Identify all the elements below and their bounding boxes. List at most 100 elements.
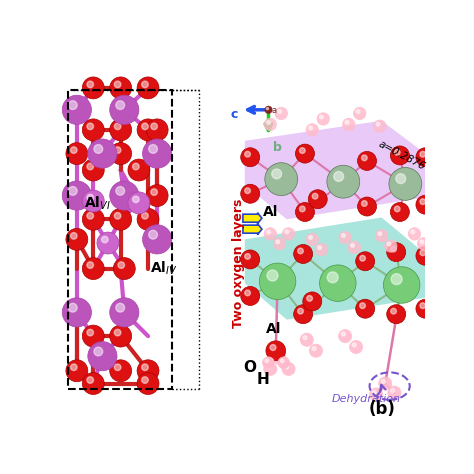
Circle shape — [408, 228, 420, 240]
Circle shape — [143, 225, 172, 254]
Circle shape — [87, 123, 93, 130]
Circle shape — [391, 146, 410, 165]
Circle shape — [146, 185, 168, 207]
Circle shape — [264, 118, 276, 131]
Circle shape — [151, 189, 157, 195]
Circle shape — [265, 359, 269, 363]
Circle shape — [375, 229, 388, 242]
Circle shape — [82, 77, 104, 99]
Circle shape — [62, 181, 91, 210]
Circle shape — [319, 115, 323, 119]
Circle shape — [303, 336, 307, 339]
Circle shape — [87, 377, 93, 383]
Circle shape — [272, 169, 282, 179]
Circle shape — [265, 106, 272, 113]
Circle shape — [137, 373, 159, 394]
Circle shape — [66, 143, 88, 164]
Text: Dehydration: Dehydration — [332, 394, 401, 404]
Circle shape — [133, 163, 139, 170]
Text: H: H — [256, 373, 269, 387]
Circle shape — [82, 258, 104, 280]
Circle shape — [362, 201, 367, 206]
Circle shape — [264, 362, 277, 375]
Circle shape — [109, 209, 132, 230]
Circle shape — [309, 126, 312, 130]
Circle shape — [82, 209, 104, 230]
Circle shape — [281, 359, 284, 363]
Circle shape — [416, 246, 435, 265]
Circle shape — [295, 202, 314, 221]
Circle shape — [387, 305, 406, 324]
Circle shape — [137, 119, 159, 141]
Text: Al$_{IV}$: Al$_{IV}$ — [150, 260, 178, 277]
Circle shape — [391, 273, 402, 284]
Circle shape — [68, 303, 77, 312]
Circle shape — [62, 95, 91, 124]
Circle shape — [285, 365, 289, 369]
Circle shape — [137, 360, 159, 382]
Circle shape — [114, 212, 121, 219]
Circle shape — [356, 109, 360, 113]
Circle shape — [265, 163, 298, 196]
Circle shape — [276, 240, 280, 244]
Circle shape — [241, 286, 260, 305]
Circle shape — [82, 325, 104, 347]
Circle shape — [278, 109, 282, 113]
Circle shape — [241, 184, 260, 203]
Circle shape — [270, 345, 276, 350]
Circle shape — [327, 272, 338, 283]
Circle shape — [62, 298, 91, 327]
Circle shape — [388, 386, 401, 399]
Circle shape — [275, 354, 280, 358]
Circle shape — [343, 118, 355, 131]
Circle shape — [87, 163, 93, 170]
Circle shape — [360, 255, 365, 261]
Circle shape — [317, 113, 329, 125]
Polygon shape — [245, 121, 425, 219]
Circle shape — [142, 212, 148, 219]
Circle shape — [275, 107, 287, 119]
Circle shape — [88, 342, 117, 371]
Circle shape — [71, 364, 77, 371]
Circle shape — [418, 237, 430, 250]
FancyArrow shape — [243, 224, 262, 235]
Circle shape — [356, 252, 374, 271]
Circle shape — [87, 212, 93, 219]
Circle shape — [349, 340, 363, 354]
Circle shape — [306, 124, 319, 136]
Circle shape — [109, 119, 132, 141]
Circle shape — [116, 101, 125, 109]
Text: b: b — [273, 141, 282, 154]
Circle shape — [298, 248, 303, 254]
Circle shape — [68, 101, 77, 109]
Circle shape — [266, 365, 271, 369]
Circle shape — [354, 107, 366, 119]
Circle shape — [149, 145, 157, 153]
Circle shape — [267, 230, 271, 234]
Circle shape — [142, 364, 148, 371]
Circle shape — [283, 228, 295, 240]
Circle shape — [416, 299, 435, 318]
Circle shape — [416, 148, 435, 167]
Circle shape — [416, 195, 435, 214]
Circle shape — [420, 303, 426, 309]
Circle shape — [308, 190, 327, 209]
Circle shape — [82, 190, 104, 212]
Circle shape — [300, 148, 305, 154]
Circle shape — [342, 234, 345, 237]
Circle shape — [114, 364, 121, 371]
Circle shape — [420, 151, 426, 157]
Circle shape — [294, 245, 313, 264]
Circle shape — [245, 290, 250, 296]
Circle shape — [391, 246, 396, 252]
Circle shape — [298, 308, 303, 314]
Circle shape — [113, 258, 135, 280]
FancyArrow shape — [243, 213, 262, 224]
Circle shape — [149, 230, 157, 239]
Circle shape — [109, 143, 132, 164]
Circle shape — [285, 230, 289, 234]
Circle shape — [264, 228, 276, 240]
Text: O: O — [243, 360, 256, 375]
Circle shape — [114, 123, 121, 130]
Circle shape — [128, 192, 150, 214]
